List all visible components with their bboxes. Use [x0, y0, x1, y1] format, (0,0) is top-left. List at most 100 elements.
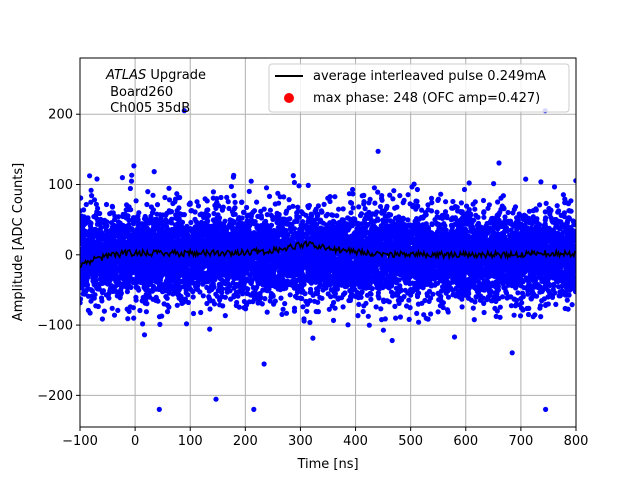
- scatter-point: [128, 178, 135, 184]
- scatter-point: [371, 185, 377, 191]
- scatter-point: [451, 334, 458, 340]
- scatter-point: [108, 220, 115, 226]
- scatter-point: [80, 296, 84, 302]
- scatter-point: [294, 210, 300, 216]
- scatter-point: [378, 306, 384, 312]
- scatter-point: [365, 313, 371, 319]
- scatter-point: [287, 292, 293, 298]
- scatter-point: [495, 225, 501, 231]
- scatter-point: [247, 272, 253, 278]
- scatter-point: [537, 303, 544, 309]
- scatter-point: [571, 230, 576, 236]
- scatter-point: [419, 207, 425, 213]
- scatter-point: [291, 305, 298, 311]
- scatter-point: [336, 206, 342, 212]
- scatter-point: [345, 215, 351, 221]
- scatter-point: [330, 317, 337, 323]
- scatter-point: [289, 278, 295, 284]
- scatter-point: [248, 178, 254, 184]
- scatter-point: [308, 211, 314, 217]
- scatter-point: [523, 176, 529, 182]
- scatter-point: [87, 173, 93, 179]
- scatter-point: [188, 208, 194, 214]
- scatter-point: [211, 301, 218, 307]
- scatter-point: [254, 199, 260, 205]
- scatter-point: [505, 209, 511, 216]
- scatter-point: [434, 209, 440, 215]
- scatter-point: [509, 221, 515, 228]
- scatter-point: [266, 193, 273, 199]
- scatter-point: [276, 200, 282, 206]
- scatter-point: [442, 209, 449, 215]
- scatter-point: [414, 186, 420, 193]
- scatter-point: [109, 305, 115, 311]
- scatter-point: [251, 208, 258, 214]
- scatter-point: [190, 310, 197, 317]
- scatter-point: [261, 206, 267, 212]
- scatter-point: [195, 203, 201, 209]
- scatter-point: [200, 293, 206, 299]
- scatter-point: [181, 108, 187, 114]
- scatter-point: [230, 174, 236, 180]
- scatter-point: [348, 210, 354, 216]
- scatter-point: [290, 283, 296, 289]
- scatter-point: [375, 189, 381, 195]
- scatter-point: [144, 201, 150, 208]
- scatter-point: [312, 298, 318, 304]
- scatter-point: [525, 311, 532, 318]
- scatter-point: [391, 274, 397, 281]
- scatter-point: [300, 304, 306, 310]
- scatter-point: [517, 313, 524, 319]
- scatter-point: [428, 208, 435, 214]
- scatter-point: [328, 294, 334, 300]
- scatter-point: [307, 319, 313, 326]
- scatter-point: [290, 173, 296, 179]
- scatter-point: [127, 185, 133, 192]
- scatter-point: [135, 285, 141, 291]
- scatter-point: [251, 406, 257, 412]
- scatter-point: [543, 200, 549, 206]
- scatter-point: [267, 207, 273, 213]
- scatter-point: [257, 290, 263, 297]
- scatter-point: [406, 297, 412, 303]
- scatter-point: [377, 204, 384, 210]
- scatter-point: [164, 210, 170, 216]
- scatter-point: [364, 292, 370, 298]
- scatter-point: [466, 180, 472, 186]
- scatter-point: [491, 181, 497, 187]
- scatter-point: [136, 210, 142, 216]
- scatter-point: [355, 313, 361, 319]
- scatter-point: [359, 289, 365, 295]
- scatter-point: [170, 200, 176, 207]
- scatter-point: [308, 289, 314, 295]
- scatter-point: [119, 175, 125, 181]
- scatter-point: [472, 299, 478, 305]
- scatter-point: [372, 200, 378, 206]
- scatter-point: [166, 185, 172, 191]
- scatter-point: [131, 315, 137, 321]
- scatter-point: [481, 209, 487, 215]
- scatter-point: [321, 201, 327, 207]
- scatter-point: [525, 291, 531, 297]
- scatter-point: [97, 210, 103, 217]
- scatter-point: [367, 196, 373, 202]
- scatter-point: [93, 201, 99, 207]
- scatter-point: [560, 192, 567, 198]
- scatter-point: [151, 169, 157, 175]
- scatter-point: [428, 311, 434, 317]
- scatter-point: [166, 197, 173, 203]
- scatter-point: [516, 211, 522, 217]
- scatter-point: [425, 202, 431, 208]
- scatter-point: [145, 189, 151, 195]
- scatter-point: [304, 308, 310, 314]
- scatter-point: [218, 194, 224, 201]
- scatter-point: [185, 299, 191, 306]
- scatter-point: [286, 197, 292, 203]
- scatter-point: [192, 209, 198, 215]
- scatter-point: [261, 361, 267, 367]
- scatter-point: [188, 219, 194, 226]
- scatter-point: [481, 300, 487, 306]
- scatter-point: [241, 209, 247, 215]
- scatter-point: [133, 198, 139, 204]
